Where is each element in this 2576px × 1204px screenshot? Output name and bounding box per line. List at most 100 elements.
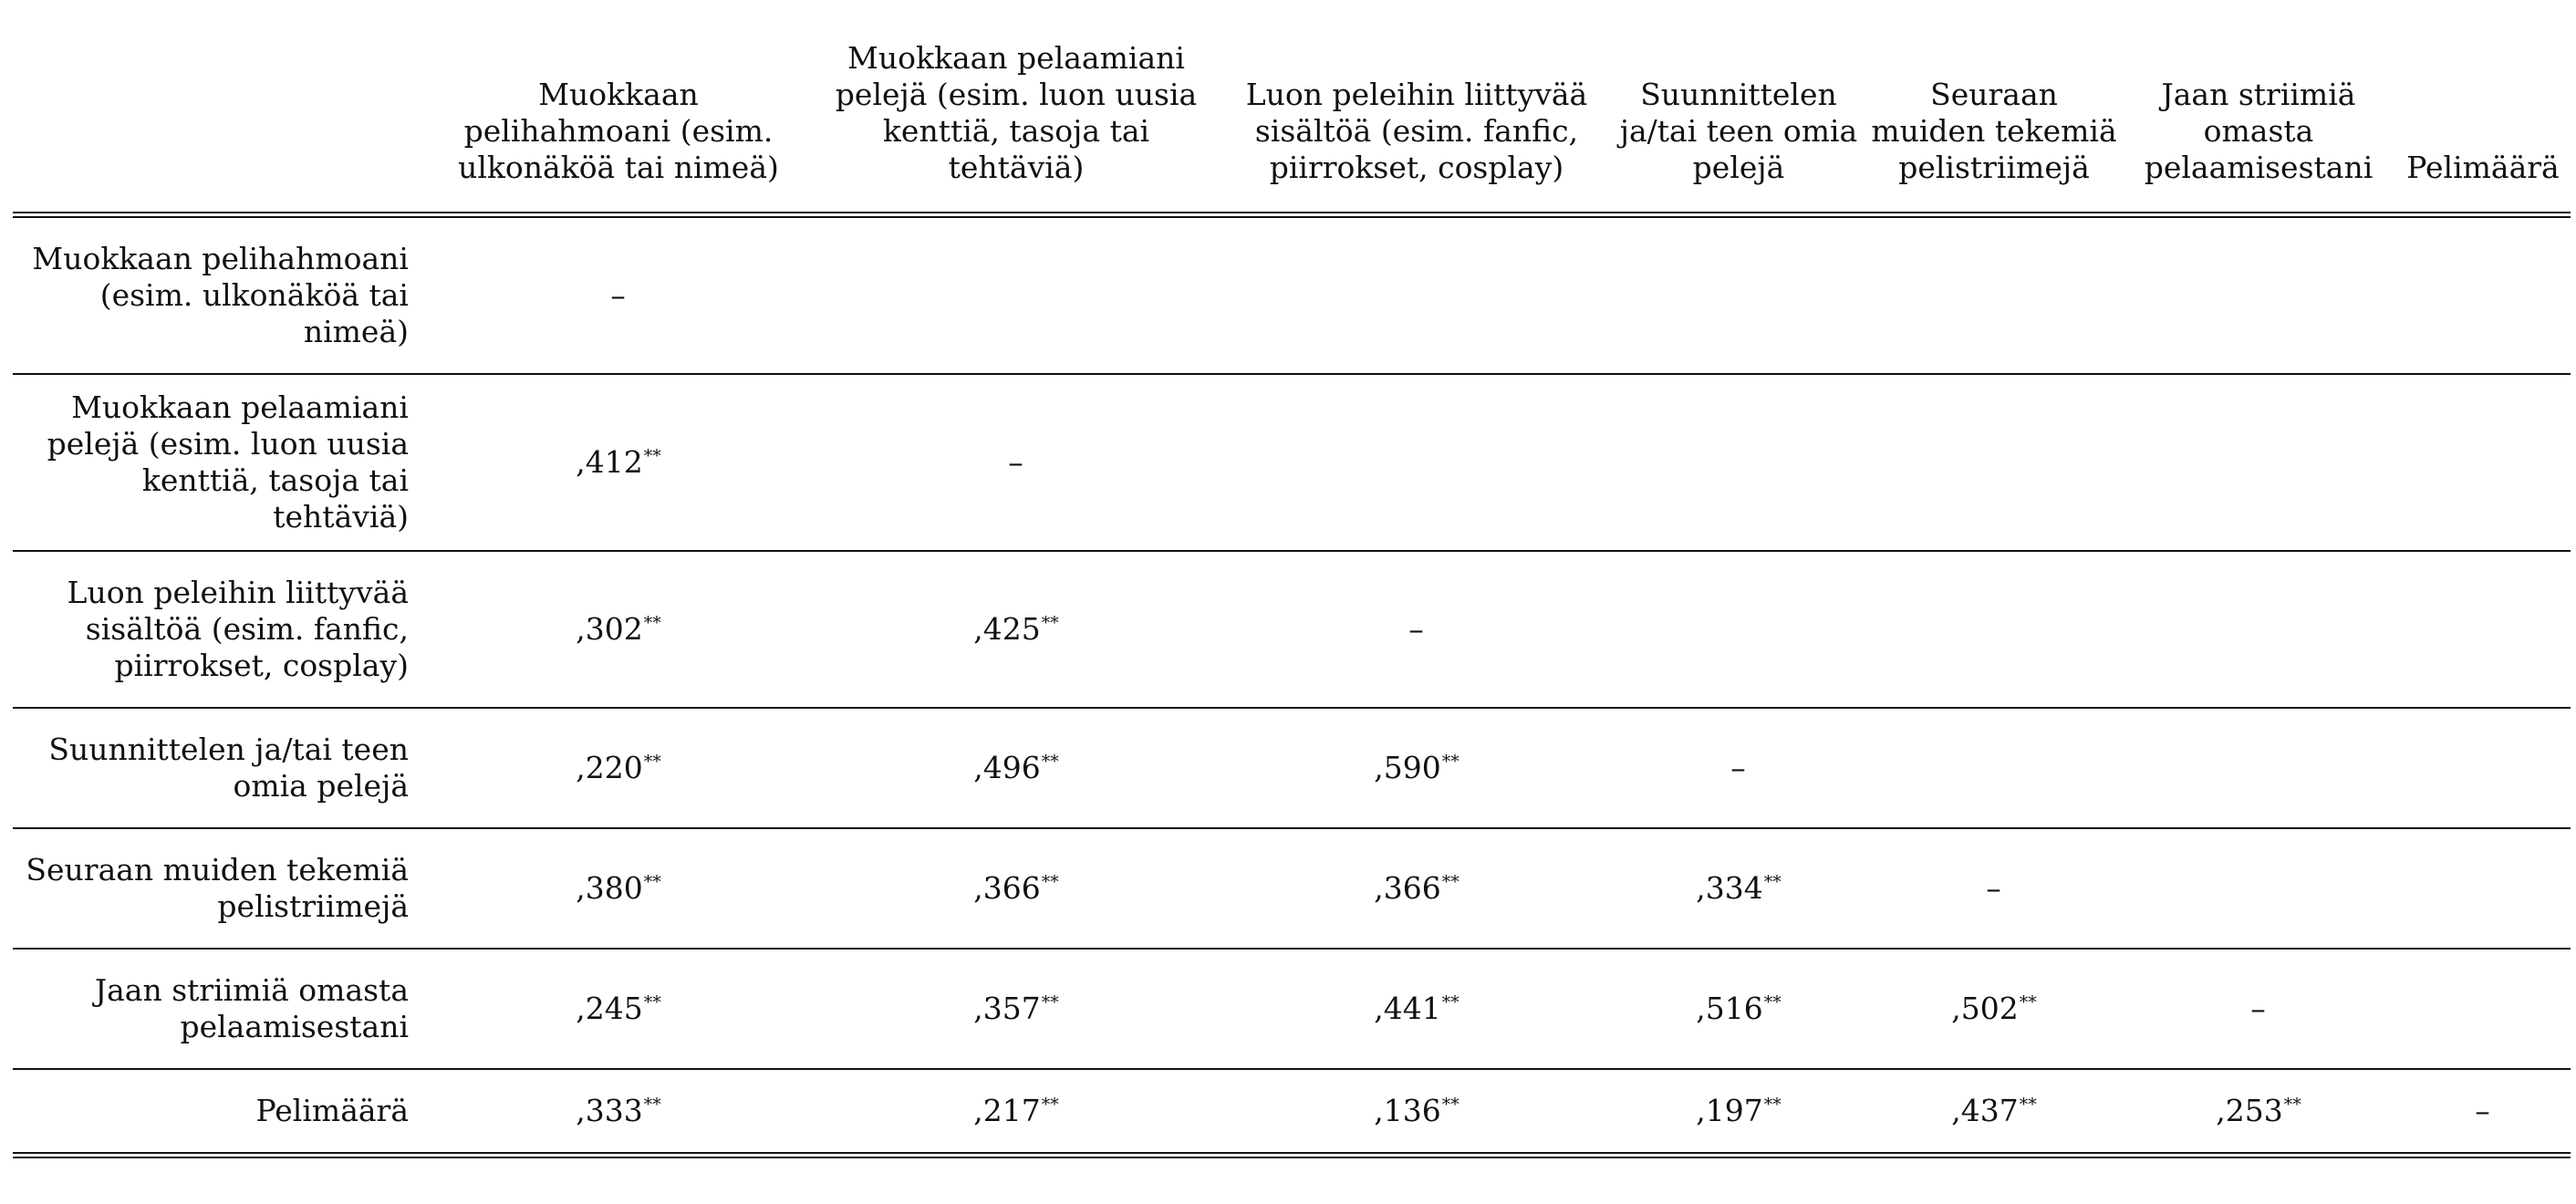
table-cell <box>1222 214 1611 375</box>
significance-marker: ** <box>1041 752 1059 772</box>
header-row: Muokkaan pelihahmoani (esim. ulkonäköä t… <box>13 0 2571 218</box>
column-header: Jaan striimiä omasta pelaamisestani <box>2122 0 2395 218</box>
table-cell <box>2122 551 2395 709</box>
table-cell: ,516** <box>1611 949 1866 1070</box>
table-row: Pelimäärä ,333** ,217** ,136** ,197** ,4… <box>13 1069 2571 1158</box>
table-header: Muokkaan pelihahmoani (esim. ulkonäköä t… <box>13 0 2571 218</box>
correlation-value: ,136 <box>1374 1093 1441 1128</box>
table-cell: ,380** <box>427 828 810 950</box>
table-cell: ,366** <box>1222 828 1611 950</box>
table-cell: ,217** <box>810 1069 1222 1158</box>
row-label: Suunnittelen ja/tai teen omia pelejä <box>13 708 427 829</box>
correlation-value: – <box>2250 991 2266 1026</box>
table-cell: – <box>1866 828 2122 950</box>
table-cell <box>2395 828 2571 950</box>
correlation-value: ,412 <box>576 444 643 480</box>
table-cell <box>1222 374 1611 552</box>
significance-marker: ** <box>643 992 661 1012</box>
table-cell: – <box>427 214 810 375</box>
significance-marker: ** <box>643 752 661 772</box>
table-cell <box>810 214 1222 375</box>
significance-marker: ** <box>1041 872 1059 892</box>
significance-marker: ** <box>1763 1095 1781 1115</box>
significance-marker: ** <box>1441 992 1459 1012</box>
correlation-value: ,357 <box>973 991 1041 1026</box>
correlation-value: ,502 <box>1951 991 2019 1026</box>
table-cell: ,425** <box>810 551 1222 709</box>
table-body: Muokkaan pelihahmoani (esim. ulkonäköä t… <box>13 214 2571 1158</box>
table-cell <box>1866 551 2122 709</box>
table-cell: ,302** <box>427 551 810 709</box>
table-row: Seuraan muiden tekemiä pelistriimejä ,38… <box>13 828 2571 950</box>
correlation-value: ,366 <box>973 870 1041 906</box>
correlation-value: ,366 <box>1374 870 1441 906</box>
table-cell <box>2122 374 2395 552</box>
table-cell: ,220** <box>427 708 810 829</box>
table-cell: ,136** <box>1222 1069 1611 1158</box>
significance-marker: ** <box>1041 613 1059 633</box>
table-cell: ,496** <box>810 708 1222 829</box>
significance-marker: ** <box>1441 752 1459 772</box>
row-label: Jaan striimiä omasta pelaamisestani <box>13 949 427 1070</box>
correlation-value: ,197 <box>1696 1093 1763 1128</box>
table-cell <box>2395 374 2571 552</box>
table-row: Luon peleihin liittyvää sisältöä (esim. … <box>13 551 2571 709</box>
table-row: Muokkaan pelihahmoani (esim. ulkonäköä t… <box>13 214 2571 375</box>
significance-marker: ** <box>1763 872 1781 892</box>
column-header: Muokkaan pelihahmoani (esim. ulkonäköä t… <box>427 0 810 218</box>
table-cell: ,245** <box>427 949 810 1070</box>
table-cell: ,441** <box>1222 949 1611 1070</box>
significance-marker: ** <box>2283 1095 2301 1115</box>
table-cell <box>2395 551 2571 709</box>
correlation-value: ,333 <box>576 1093 643 1128</box>
table-cell: – <box>2122 949 2395 1070</box>
correlation-value: – <box>1986 870 2001 906</box>
header-corner-cell <box>13 0 427 218</box>
table-cell <box>2122 214 2395 375</box>
table-cell <box>1866 708 2122 829</box>
correlation-value: ,217 <box>973 1093 1041 1128</box>
table-cell: – <box>1611 708 1866 829</box>
table-cell <box>2122 708 2395 829</box>
table-cell: – <box>2395 1069 2571 1158</box>
correlation-value: ,302 <box>576 611 643 647</box>
significance-marker: ** <box>2019 992 2037 1012</box>
correlation-table-container: Muokkaan pelihahmoani (esim. ulkonäköä t… <box>13 0 2571 1158</box>
correlation-table: Muokkaan pelihahmoani (esim. ulkonäköä t… <box>13 0 2571 1158</box>
correlation-value: ,425 <box>973 611 1041 647</box>
table-cell: ,412** <box>427 374 810 552</box>
table-cell: ,502** <box>1866 949 2122 1070</box>
correlation-value: ,380 <box>576 870 643 906</box>
table-cell <box>1611 214 1866 375</box>
correlation-value: – <box>2475 1093 2490 1128</box>
significance-marker: ** <box>643 613 661 633</box>
table-cell: ,437** <box>1866 1069 2122 1158</box>
column-header: Pelimäärä <box>2395 0 2571 218</box>
table-cell <box>2395 949 2571 1070</box>
correlation-value: ,253 <box>2216 1093 2283 1128</box>
column-header: Suunnittelen ja/tai teen omia pelejä <box>1611 0 1866 218</box>
table-cell: ,590** <box>1222 708 1611 829</box>
significance-marker: ** <box>1041 992 1059 1012</box>
correlation-value: – <box>1408 611 1424 647</box>
significance-marker: ** <box>643 872 661 892</box>
row-label: Muokkaan pelaamiani pelejä (esim. luon u… <box>13 374 427 552</box>
correlation-value: ,496 <box>973 750 1041 785</box>
table-cell <box>2395 214 2571 375</box>
significance-marker: ** <box>1041 1095 1059 1115</box>
significance-marker: ** <box>1441 1095 1459 1115</box>
table-cell: – <box>1222 551 1611 709</box>
correlation-value: ,334 <box>1696 870 1763 906</box>
table-cell <box>2122 828 2395 950</box>
table-cell: ,357** <box>810 949 1222 1070</box>
correlation-value: ,245 <box>576 991 643 1026</box>
column-header: Luon peleihin liittyvää sisältöä (esim. … <box>1222 0 1611 218</box>
table-cell <box>2395 708 2571 829</box>
table-cell <box>1611 374 1866 552</box>
correlation-value: – <box>1008 444 1023 480</box>
table-cell <box>1611 551 1866 709</box>
row-label: Luon peleihin liittyvää sisältöä (esim. … <box>13 551 427 709</box>
table-row: Muokkaan pelaamiani pelejä (esim. luon u… <box>13 374 2571 552</box>
correlation-value: ,590 <box>1374 750 1441 785</box>
row-label: Muokkaan pelihahmoani (esim. ulkonäköä t… <box>13 214 427 375</box>
